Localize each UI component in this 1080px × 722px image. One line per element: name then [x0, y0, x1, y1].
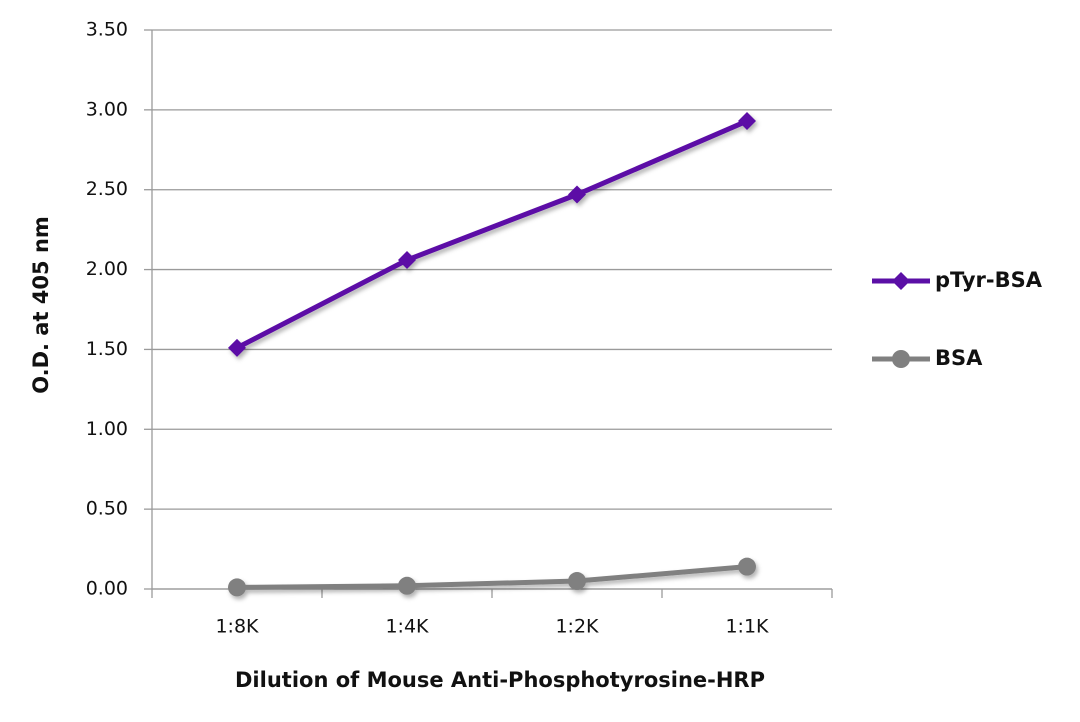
- y-tick-label: 2.00: [86, 258, 128, 280]
- y-tick-label: 2.50: [86, 178, 128, 200]
- legend-label: pTyr-BSA: [935, 268, 1043, 292]
- x-tick-label: 1:2K: [555, 616, 599, 638]
- y-axis-title: O.D. at 405 nm: [29, 216, 53, 394]
- marker: [398, 250, 416, 269]
- series-line: [236, 564, 748, 590]
- marker: [568, 185, 586, 204]
- series-line: [235, 118, 748, 351]
- y-tick-label: 0.00: [86, 578, 128, 600]
- marker: [892, 272, 910, 290]
- marker: [738, 112, 756, 131]
- marker: [738, 557, 756, 576]
- marker: [228, 578, 246, 597]
- x-tick-label: 1:8K: [215, 616, 259, 638]
- y-tick-label: 3.50: [86, 19, 128, 41]
- x-tick-label: 1:1K: [725, 616, 769, 638]
- legend-label: BSA: [935, 346, 983, 370]
- x-tick-label: 1:4K: [385, 616, 429, 638]
- y-tick-label: 1.50: [86, 338, 128, 360]
- y-tick-label: 1.00: [86, 418, 128, 440]
- x-axis-title: Dilution of Mouse Anti-Phosphotyrosine-H…: [235, 668, 765, 692]
- marker: [568, 572, 586, 591]
- series: [228, 557, 756, 597]
- series: [228, 112, 756, 357]
- marker: [892, 350, 910, 368]
- y-tick-label: 3.00: [86, 98, 128, 120]
- marker: [228, 338, 246, 357]
- y-tick-label: 0.50: [86, 498, 128, 520]
- marker: [398, 576, 416, 595]
